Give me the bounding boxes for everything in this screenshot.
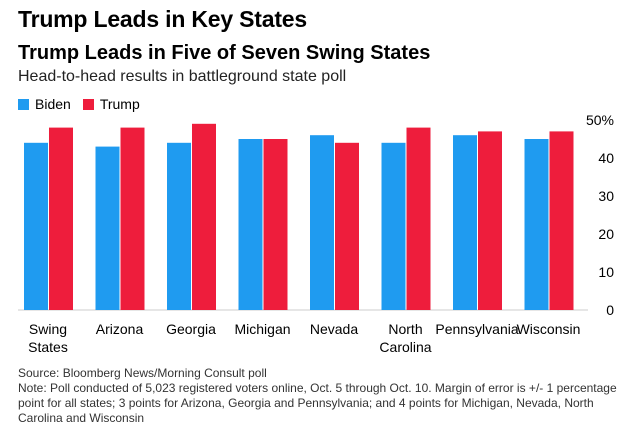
bar-biden xyxy=(95,146,120,310)
x-tick-label-line: North xyxy=(388,321,422,337)
x-tick-label-line: States xyxy=(28,339,68,355)
bar-trump xyxy=(263,139,288,310)
x-tick-label: Michigan xyxy=(234,321,290,337)
bar-trump xyxy=(406,127,431,310)
bar-biden xyxy=(238,139,263,310)
x-tick-label-line: Swing xyxy=(29,321,67,337)
legend-label-biden: Biden xyxy=(35,96,71,112)
bar-biden xyxy=(167,142,191,310)
bar-biden xyxy=(524,139,549,310)
bar-trump xyxy=(49,127,73,310)
x-tick-label: Wisconsin xyxy=(517,321,581,337)
x-tick-label: Nevada xyxy=(310,321,358,337)
bar-biden xyxy=(453,135,477,310)
legend-item-biden: Biden xyxy=(18,96,71,112)
x-tick-label-line: Pennsylvania xyxy=(435,321,518,337)
bar-trump xyxy=(549,131,574,310)
x-tick-label: Swing States xyxy=(28,321,68,355)
legend-swatch-trump xyxy=(82,98,94,110)
footnotes: Source: Bloomberg News/Morning Consult p… xyxy=(18,366,628,426)
bar-trump xyxy=(335,142,359,310)
y-tick-label: 20 xyxy=(598,226,614,242)
x-tick-label-line: Carolina xyxy=(379,339,431,355)
x-tick-label-line: Michigan xyxy=(234,321,290,337)
x-tick-label: North Carolina xyxy=(379,321,431,355)
x-tick-label: Georgia xyxy=(166,321,216,337)
x-tick-label: Arizona xyxy=(96,321,144,337)
headline: Trump Leads in Key States xyxy=(18,6,307,32)
x-tick-label-line: Georgia xyxy=(166,321,216,337)
chart-title: Trump Leads in Five of Seven Swing State… xyxy=(18,42,431,64)
source-note: Source: Bloomberg News/Morning Consult p… xyxy=(18,366,267,380)
legend-item-trump: Trump xyxy=(82,96,140,112)
y-tick-label: 50% xyxy=(586,112,614,128)
bar-biden xyxy=(24,142,48,310)
legend-label-trump: Trump xyxy=(99,96,140,112)
bar-biden xyxy=(381,142,406,310)
bar-trump xyxy=(120,127,145,310)
bar-biden xyxy=(310,135,334,310)
bar-trump xyxy=(478,131,502,310)
bar-chart: 0 10 20 30 40 50% Swing States Arizona Georgia Mic… xyxy=(18,112,614,355)
y-tick-label: 10 xyxy=(598,264,614,280)
chart-subtitle: Head-to-head results in battleground sta… xyxy=(18,68,347,85)
y-tick-label: 0 xyxy=(606,302,614,318)
x-tick-label: Pennsylvania xyxy=(435,321,518,337)
x-tick-label-line: Nevada xyxy=(310,321,358,337)
y-tick-label: 40 xyxy=(598,150,614,166)
legend: Biden Trump xyxy=(18,96,152,112)
legend-swatch-biden xyxy=(18,98,29,110)
methodology-note: Note: Poll conducted of 5,023 registered… xyxy=(18,381,617,425)
x-tick-label-line: Wisconsin xyxy=(517,321,581,337)
y-tick-label: 30 xyxy=(598,188,614,204)
x-tick-label-line: Arizona xyxy=(96,321,144,337)
bar-trump xyxy=(192,123,216,310)
